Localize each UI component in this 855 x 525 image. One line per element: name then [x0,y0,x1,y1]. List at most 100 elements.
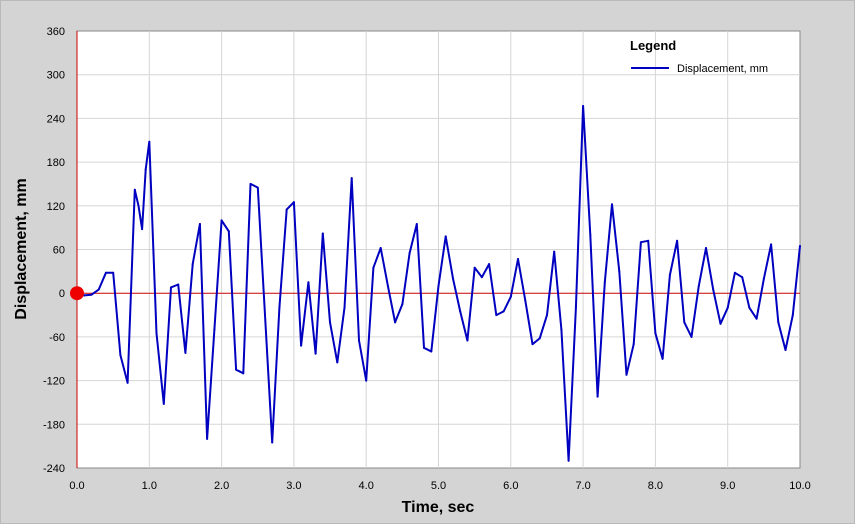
series-point [112,271,115,274]
series-point [97,288,100,291]
series-point [184,351,187,354]
series-point [509,295,512,298]
y-axis-title: Displacement, mm [13,178,30,319]
series-point [227,230,230,233]
series-point [459,310,462,313]
series-point [712,288,715,291]
x-tick-label: 5.0 [431,480,446,492]
series-point [372,266,375,269]
series-point [705,247,708,250]
series-point [365,379,368,382]
series-point [799,244,801,247]
series-point [278,306,281,309]
series-point [524,299,527,302]
y-tick-label: 120 [47,201,65,213]
series-point [357,339,360,342]
y-tick-label: 0 [59,288,65,300]
x-tick-label: 0.0 [69,480,84,492]
series-point [329,321,332,324]
series-point [639,241,642,244]
series-point [148,140,151,143]
series-points [76,105,801,462]
series-point [343,306,346,309]
x-tick-label: 6.0 [503,480,518,492]
x-axis-ticks: 0.0 1.0 2.0 3.0 4.0 5.0 6.0 7.0 8.0 9.0 10.0 [69,480,810,492]
series-point [401,303,404,306]
series-point [611,203,614,206]
series-point [733,271,736,274]
series-point [755,317,758,320]
series-point [647,239,650,242]
series-point [748,306,751,309]
series-point [784,349,787,352]
series-point [408,252,411,255]
series-point [119,354,122,357]
series-point [198,223,201,226]
series-point [336,361,339,364]
series-point [285,208,288,211]
series-point [654,332,657,335]
series-point [567,459,570,462]
y-tick-label: 300 [47,70,65,82]
series-point [741,276,744,279]
x-tick-label: 10.0 [789,480,810,492]
series-point [423,346,426,349]
legend-title: Legend [630,38,676,53]
y-tick-label: 60 [53,245,65,257]
series-point [144,168,147,171]
series-point [625,373,628,376]
series-point [683,321,686,324]
series-point [473,266,476,269]
series-point [444,235,447,238]
y-axis-ticks: 360 300 240 180 120 60 0 -60 -120 -180 -240 [43,26,65,475]
series-point [582,105,585,108]
series-point [596,395,599,398]
series-point [213,328,216,331]
series-point [263,314,266,317]
series-point [697,284,700,287]
x-tick-label: 9.0 [720,480,735,492]
series-point [480,276,483,279]
series-point [502,310,505,313]
series-point [292,201,295,204]
x-tick-label: 4.0 [359,480,374,492]
series-point [517,257,520,260]
series-point [538,337,541,340]
series-point [133,188,136,191]
series-point [415,223,418,226]
series-point [726,306,729,309]
series-point [256,186,259,189]
series-point [191,263,194,266]
series-point [141,228,144,231]
series-point [307,281,310,284]
x-axis-title: Time, sec [402,499,475,516]
x-tick-label: 2.0 [214,480,229,492]
series-point [574,306,577,309]
series-point [386,284,389,287]
series-point [777,321,780,324]
series-point [466,339,469,342]
series-point [632,343,635,346]
x-tick-label: 7.0 [575,480,590,492]
series-point [271,441,274,444]
y-tick-label: -180 [43,419,65,431]
series-point [126,381,129,384]
series-point [90,293,93,296]
x-tick-label: 1.0 [142,480,157,492]
series-point [137,204,140,207]
series-point [668,273,671,276]
series-point [249,182,252,185]
series-point [155,332,158,335]
y-tick-label: -240 [43,463,65,475]
series-point [553,250,556,253]
y-tick-label: 240 [47,113,65,125]
series-point [379,247,382,250]
series-point [589,233,592,236]
series-point [719,322,722,325]
series-point [661,357,664,360]
series-point [618,270,621,273]
series-point [177,283,180,286]
y-tick-label: 360 [47,26,65,38]
